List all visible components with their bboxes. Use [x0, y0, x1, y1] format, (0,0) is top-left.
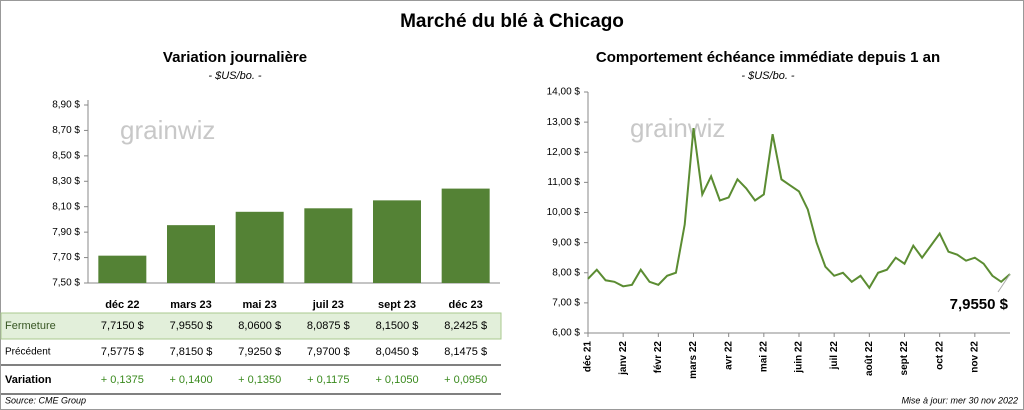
annotation: 7,9550 $ — [950, 296, 1009, 313]
table-cell: + 0,1375 — [101, 374, 144, 386]
x-tick-label: sept 22 — [899, 341, 910, 376]
row-highlight — [0, 312, 502, 340]
table-cell: + 0,0950 — [444, 374, 487, 386]
page-title: Marché du blé à Chicago — [400, 11, 624, 32]
y-tick-label: 8,00 $ — [552, 267, 580, 278]
x-tick-label: juil 22 — [829, 341, 840, 371]
table-cell: 8,0450 $ — [376, 346, 419, 358]
bar — [373, 200, 421, 283]
y-tick-label: 7,50 $ — [52, 278, 80, 289]
y-tick-label: 7,70 $ — [52, 252, 80, 263]
chart-subtitle: - $US/bo. - — [741, 70, 795, 82]
y-tick-label: 7,90 $ — [52, 227, 80, 238]
x-tick-label: mars 23 — [170, 299, 212, 311]
watermark: grainwiz — [120, 115, 215, 145]
source: Source: CME Group — [5, 395, 86, 405]
y-tick-label: 8,30 $ — [52, 176, 80, 187]
bar — [441, 188, 490, 283]
table-cell: + 0,1350 — [238, 374, 281, 386]
line — [587, 128, 1011, 290]
y-tick-label: 11,00 $ — [547, 177, 580, 188]
x-tick-label: déc 23 — [449, 299, 483, 311]
y-tick-label: 10,00 $ — [547, 207, 581, 218]
chart-title: Variation journalière — [163, 49, 307, 66]
bar — [167, 225, 215, 283]
y-tick-label: 6,00 $ — [552, 328, 580, 339]
x-tick-label: nov 22 — [969, 341, 980, 373]
x-tick-label: juil 23 — [312, 299, 344, 311]
x-tick-label: avr 22 — [723, 341, 734, 370]
y-tick-label: 8,70 $ — [52, 125, 80, 136]
x-tick-label: mai 23 — [243, 299, 277, 311]
table-cell: 7,9250 $ — [238, 346, 281, 358]
table-cell: 7,8150 $ — [170, 346, 213, 358]
row-label: Variation — [5, 374, 52, 386]
table-cell: 8,0600 $ — [238, 320, 281, 332]
table-cell: 8,1475 $ — [444, 346, 487, 358]
table-cell: 8,1500 $ — [376, 320, 419, 332]
bar — [304, 208, 353, 283]
updated: Mise à jour: mer 30 nov 2022 — [901, 395, 1018, 405]
y-tick-label: 7,00 $ — [552, 298, 580, 309]
x-tick-label: déc 22 — [105, 299, 139, 311]
leader — [997, 273, 1011, 293]
table-cell: 7,9700 $ — [307, 346, 350, 358]
y-tick-label: 8,90 $ — [52, 100, 80, 111]
table-cell: 7,5775 $ — [101, 346, 144, 358]
table-cell: 7,9550 $ — [170, 320, 213, 332]
table-cell: 8,2425 $ — [444, 320, 487, 332]
table-cell: 7,7150 $ — [101, 320, 144, 332]
bar — [98, 255, 147, 283]
x-tick-label: sept 23 — [378, 299, 416, 311]
watermark: grainwiz — [630, 113, 725, 143]
bar — [235, 211, 284, 283]
x-tick-label: janv 22 — [618, 341, 629, 376]
y-tick-label: 12,00 $ — [547, 147, 581, 158]
chart-subtitle: - $US/bo. - — [208, 70, 262, 82]
table-cell: + 0,1175 — [307, 374, 349, 386]
y-tick-label: 13,00 $ — [547, 117, 581, 128]
x-tick-label: oct 22 — [934, 341, 945, 370]
table-cell: 8,0875 $ — [307, 320, 350, 332]
row-label: Fermeture — [5, 320, 56, 332]
y-tick-label: 9,00 $ — [552, 237, 580, 248]
y-tick-label: 8,50 $ — [52, 150, 80, 161]
x-tick-label: mars 22 — [688, 341, 699, 379]
y-tick-label: 8,10 $ — [52, 201, 80, 212]
x-tick-label: févr 22 — [653, 341, 664, 374]
chart-title: Comportement échéance immédiate depuis 1… — [596, 49, 940, 66]
y-tick-label: 14,00 $ — [547, 87, 581, 98]
table-cell: + 0,1050 — [375, 374, 418, 386]
row-label: Précédent — [5, 347, 51, 358]
table-cell: + 0,1400 — [169, 374, 212, 386]
x-tick-label: juin 22 — [794, 341, 805, 374]
x-tick-label: août 22 — [864, 341, 875, 376]
x-tick-label: mai 22 — [758, 341, 769, 373]
x-tick-label: déc 21 — [583, 341, 594, 373]
